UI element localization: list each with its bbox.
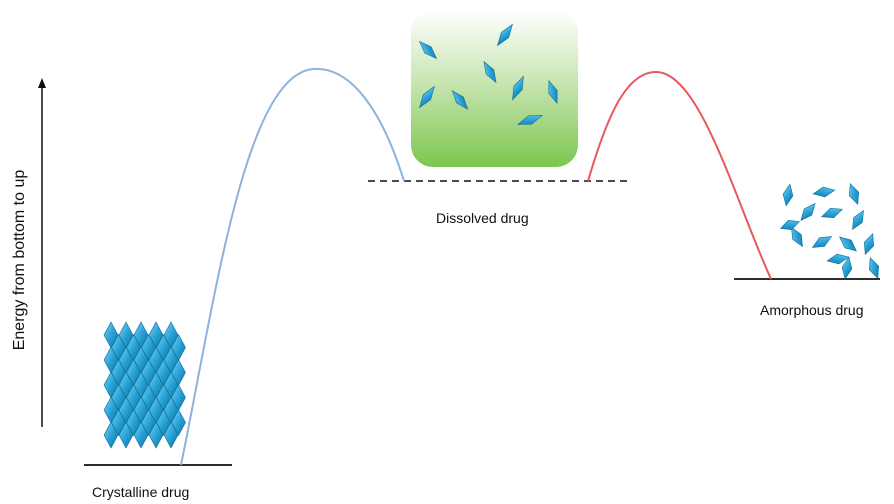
dissolved-crystal bbox=[512, 75, 524, 101]
amorphous-crystal bbox=[800, 203, 816, 221]
dissolved-crystal bbox=[548, 79, 558, 105]
dissolved-crystals bbox=[418, 23, 558, 125]
amorphous-crystal bbox=[848, 182, 860, 206]
amorphous-crystal bbox=[826, 253, 850, 265]
crystalline-drug-label: Crystalline drug bbox=[92, 484, 190, 500]
amorphous-drug-label: Amorphous drug bbox=[760, 302, 864, 318]
amorphous-crystal bbox=[868, 256, 880, 280]
energy-axis-arrow bbox=[38, 78, 46, 427]
amorphous-crystal bbox=[820, 207, 844, 219]
lattice-crystal bbox=[163, 421, 179, 449]
amorphous-crystal bbox=[779, 219, 801, 231]
lattice-crystal bbox=[118, 421, 134, 449]
dissolved-crystal bbox=[483, 60, 497, 84]
crystalline-to-dissolved-curve bbox=[180, 67, 405, 466]
amorphous-crystal bbox=[811, 236, 833, 248]
amorphous-crystals bbox=[779, 182, 880, 280]
dissolved-drug-label: Dissolved drug bbox=[436, 210, 529, 226]
lattice-crystal bbox=[103, 421, 119, 449]
energy-axis-label: Energy from bottom to up bbox=[11, 169, 28, 351]
amorphous-crystal bbox=[839, 236, 857, 252]
amorphous-crystal bbox=[863, 232, 875, 256]
amorphous-crystal bbox=[782, 183, 794, 207]
dissolved-crystal bbox=[418, 40, 438, 60]
dissolved-crystal bbox=[497, 23, 513, 47]
dissolved-crystal bbox=[419, 85, 435, 109]
lattice-crystal bbox=[133, 421, 149, 449]
dissolved-crystal bbox=[451, 90, 469, 110]
amorphous-crystal bbox=[841, 256, 853, 280]
crystal-lattice-icon bbox=[103, 321, 186, 449]
amorphous-crystal bbox=[812, 186, 836, 198]
lattice-crystal bbox=[148, 421, 164, 449]
amorphous-crystal bbox=[852, 209, 864, 231]
solution-beaker bbox=[411, 10, 578, 167]
dissolved-crystal bbox=[516, 115, 544, 125]
amorphous-to-dissolved-curve bbox=[587, 70, 772, 280]
amorphous-crystal bbox=[791, 226, 803, 248]
